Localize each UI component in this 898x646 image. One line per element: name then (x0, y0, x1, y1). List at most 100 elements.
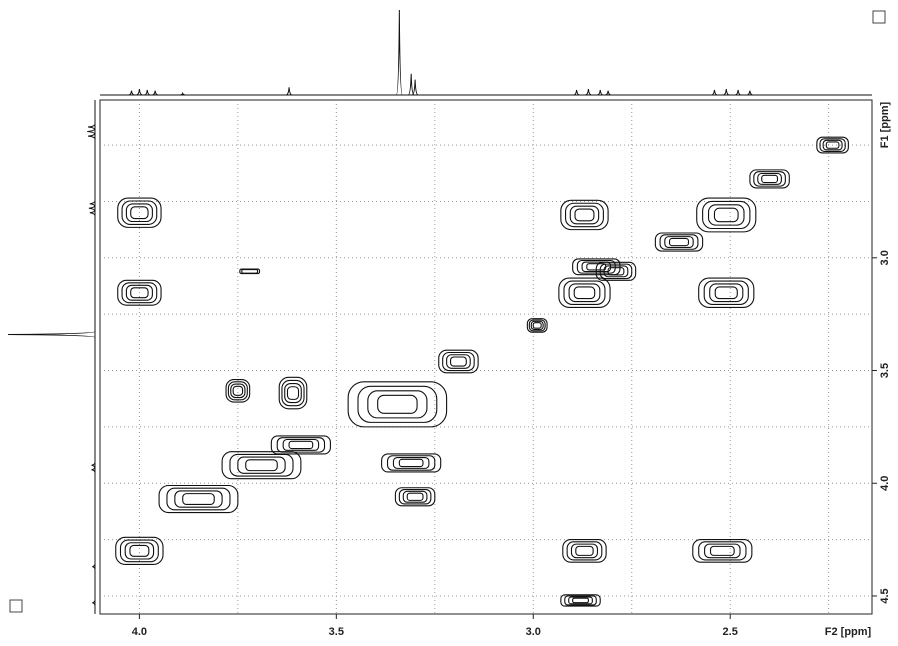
x-axis-label: F2 [ppm] (825, 626, 872, 638)
projection-peak (89, 200, 96, 207)
projection-peak (395, 9, 403, 96)
contour-level (166, 487, 231, 511)
contour-level (709, 545, 735, 556)
cross-peak (560, 594, 601, 607)
contour-level (394, 487, 436, 507)
contour-level (381, 453, 442, 473)
cross-peak (692, 539, 753, 563)
cross-peak (158, 484, 239, 514)
contour-level (117, 279, 162, 306)
corner-box (872, 10, 886, 24)
projection-peak (711, 89, 718, 96)
cross-peak (560, 199, 609, 231)
contour-level (714, 286, 738, 300)
cross-peak (278, 376, 308, 410)
contour-level (386, 455, 436, 471)
contour-level (668, 237, 690, 247)
x-tick-label: 3.5 (329, 626, 344, 638)
contour-level (570, 543, 599, 559)
contour-level (450, 356, 467, 367)
contour-level (568, 283, 601, 303)
cross-peak (572, 258, 621, 276)
cross-peak (438, 349, 479, 374)
projection-peak (87, 128, 96, 135)
contour-level (377, 394, 418, 414)
projection-peak (88, 205, 96, 212)
contour-level (560, 199, 609, 231)
y-axis-label: F1 [ppm] (879, 101, 891, 148)
contour-level (564, 595, 597, 606)
contour-level (119, 539, 159, 563)
cross-peak (394, 487, 436, 507)
projection-peak (92, 599, 96, 606)
contour-level (442, 351, 475, 372)
contour-level (115, 536, 164, 565)
projection-peak (152, 90, 159, 96)
contour-level (568, 596, 593, 605)
contour-level (664, 236, 694, 248)
contour-level (825, 141, 840, 149)
y-tick-label: 4.5 (879, 588, 891, 603)
contour-level (286, 386, 300, 400)
projection-peak (573, 89, 580, 96)
contour-level (182, 493, 215, 505)
cross-peak (562, 539, 607, 563)
contour-level (654, 232, 704, 252)
contour-level (130, 287, 149, 299)
contour-level (749, 169, 790, 189)
projection-peak (91, 466, 96, 473)
contour-level (282, 438, 320, 451)
x-tick-label: 2.5 (723, 626, 738, 638)
contour-level (569, 205, 600, 225)
contour-level (757, 172, 782, 185)
x-tick-label: 4.0 (132, 626, 147, 638)
contour-level (284, 383, 302, 404)
contour-level (822, 139, 843, 151)
contour-level (707, 204, 745, 226)
y-tick-label: 4.0 (879, 476, 891, 491)
cross-peak (816, 136, 849, 154)
projection-peak (597, 89, 604, 96)
contour-level (438, 349, 479, 374)
cross-peak (117, 197, 162, 228)
contour-level (158, 484, 239, 514)
contour-level (125, 203, 153, 223)
contour-level (698, 541, 747, 561)
contour-level (392, 456, 430, 469)
cross-peak (239, 268, 261, 275)
contour-level (526, 318, 548, 333)
projection-peak (746, 90, 753, 96)
projection-peak (87, 123, 96, 131)
contour-level (357, 385, 438, 423)
contour-level (406, 492, 424, 501)
contour-level (698, 277, 755, 308)
projection-peak (87, 132, 96, 140)
contour-level (241, 268, 259, 274)
contour-level (174, 490, 223, 508)
cross-peak (115, 536, 164, 565)
contour-level (446, 354, 471, 369)
contour-level (230, 383, 246, 399)
contour-level (574, 208, 595, 222)
contour-level (125, 284, 153, 301)
contour-level (581, 261, 612, 273)
contour-level (530, 320, 544, 331)
contour-level (121, 282, 158, 304)
projection-peak (179, 91, 186, 96)
contour-level (130, 206, 149, 220)
projection-peak (411, 79, 419, 96)
contour-level (367, 390, 428, 419)
contour-level (347, 381, 448, 428)
contour-level (704, 543, 741, 559)
contour-level (713, 207, 739, 223)
cross-peak (117, 279, 162, 306)
projection-peak (92, 563, 96, 570)
contour-level (753, 171, 786, 187)
contour-level (232, 385, 244, 396)
projection-peak (7, 330, 96, 338)
contour-level (398, 489, 432, 505)
cross-peak (381, 453, 442, 473)
contour-level (560, 594, 601, 607)
contour-level (398, 458, 424, 468)
